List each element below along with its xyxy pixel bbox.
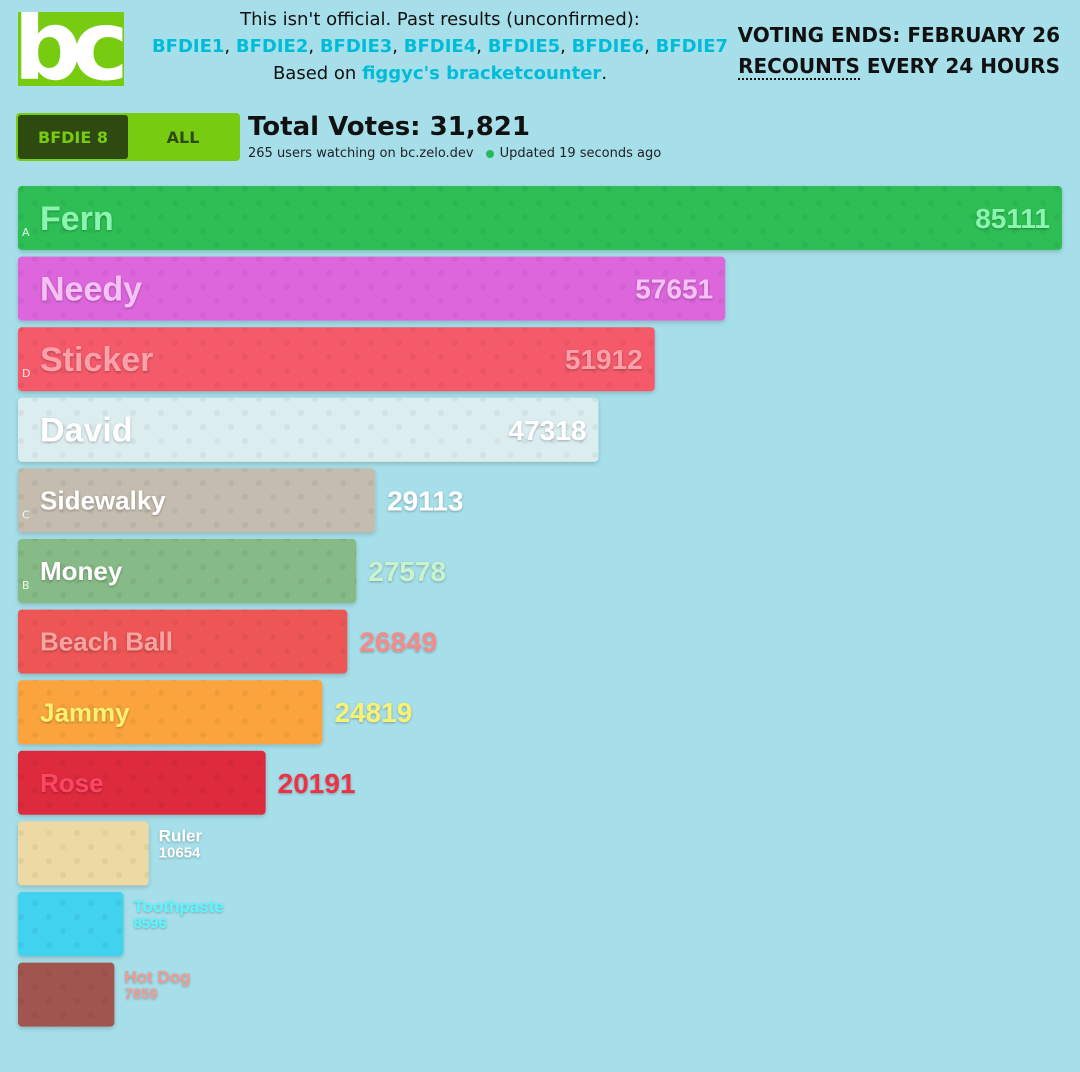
bar-label: Fern	[40, 200, 114, 238]
logo-text: bc	[18, 12, 124, 86]
bar-letter: B	[22, 579, 30, 592]
past-results-links: BFDIE1, BFDIE2, BFDIE3, BFDIE4, BFDIE5, …	[140, 35, 740, 58]
total-votes: Total Votes: 31,821	[248, 112, 530, 142]
past-result-link-bfdie2[interactable]: BFDIE2	[235, 36, 309, 57]
header-info: This isn't official. Past results (uncon…	[140, 8, 740, 85]
bar-label: Toothpaste	[133, 897, 223, 916]
separator: ,	[392, 36, 404, 57]
bar-group: Beach Ball 26849	[18, 609, 437, 674]
bar-pattern	[18, 680, 323, 745]
based-on-suffix: .	[601, 63, 608, 84]
toggle-bfdie8[interactable]: BFDIE 8	[18, 115, 128, 159]
bar-value-label: 8596	[133, 915, 166, 932]
bar-label: Sticker	[40, 341, 153, 379]
bar-pattern	[18, 397, 599, 462]
bar-value-label: 20191	[278, 768, 356, 799]
bar-value-label: 7859	[124, 986, 157, 1003]
bar-group: D Sticker 51912	[18, 327, 655, 392]
bar-value-label: 85111	[975, 203, 1050, 234]
separator: ,	[308, 36, 320, 57]
bar-pattern	[18, 327, 655, 392]
season-toggle: BFDIE 8 ALL	[16, 113, 240, 161]
disclaimer-text: This isn't official. Past results (uncon…	[240, 9, 640, 30]
bar-value-label: 47318	[509, 415, 587, 446]
bar-pattern	[18, 609, 348, 674]
bar-group: C Sidewalky 29113	[18, 468, 463, 533]
bar-group: David 47318	[18, 397, 599, 462]
bar-label: Jammy	[40, 697, 130, 727]
bar-letter: D	[22, 367, 30, 380]
based-on-prefix: Based on	[272, 63, 363, 84]
past-result-link-bfdie1[interactable]: BFDIE1	[151, 36, 225, 57]
voting-info: VOTING ENDS: FEBRUARY 26 RECOUNTS EVERY …	[738, 20, 1060, 82]
bar-group: Needy 57651	[18, 256, 726, 321]
bar-label: David	[40, 412, 133, 450]
bar-label: Needy	[40, 271, 142, 309]
bc-logo[interactable]: bc	[18, 12, 124, 86]
bar-pattern	[18, 256, 726, 321]
bar-value-label: 10654	[159, 844, 201, 861]
bar-value-label: 57651	[635, 274, 713, 305]
bar-pattern	[18, 892, 124, 956]
bar-group: B Money 27578	[18, 539, 446, 603]
bar-label: Hot Dog	[124, 968, 190, 987]
live-dot-icon	[485, 149, 494, 158]
bar-value-label: 51912	[565, 344, 643, 375]
status-line: 265 users watching on bc.zelo.dev Update…	[248, 146, 661, 161]
separator: ,	[644, 36, 656, 57]
based-on-line: Based on figgyc's bracketcounter.	[140, 62, 740, 85]
past-result-link-bfdie3[interactable]: BFDIE3	[319, 36, 393, 57]
bar-pattern	[18, 468, 376, 533]
separator: ,	[560, 36, 572, 57]
past-result-link-bfdie6[interactable]: BFDIE6	[571, 36, 645, 57]
bar-pattern	[18, 962, 115, 1027]
bar-pattern	[18, 186, 1062, 250]
bar-group: Jammy 24819	[18, 680, 412, 745]
past-result-link-bfdie4[interactable]: BFDIE4	[403, 36, 477, 57]
bar-letter: A	[22, 226, 30, 239]
bar-value-label: 24819	[334, 697, 412, 728]
bar-group: A Fern 85111	[18, 186, 1062, 250]
recounts-link[interactable]: RECOUNTS	[738, 54, 860, 80]
bar-pattern	[18, 750, 266, 815]
bar-pattern	[18, 821, 149, 886]
bar-pattern	[18, 539, 357, 603]
bar-value-label: 27578	[368, 556, 446, 587]
bracketcounter-link[interactable]: figgyc's bracketcounter	[362, 63, 602, 84]
recounts-line: RECOUNTS EVERY 24 HOURS	[738, 51, 1060, 82]
separator: ,	[476, 36, 488, 57]
bar-label: Beach Ball	[40, 627, 173, 657]
updated-time: Updated 19 seconds ago	[499, 146, 662, 161]
bar-label: Money	[40, 556, 123, 586]
past-result-link-bfdie5[interactable]: BFDIE5	[487, 36, 561, 57]
toggle-all[interactable]: ALL	[166, 127, 200, 147]
bar-letter: C	[22, 508, 30, 521]
totals-panel: Total Votes: 31,821 265 users watching o…	[248, 112, 661, 161]
bar-group: Rose 20191	[18, 750, 356, 815]
bar-label: Rose	[40, 768, 104, 798]
bar-value-label: 29113	[387, 485, 463, 516]
separator: ,	[224, 36, 236, 57]
bar-value-label: 26849	[359, 627, 437, 658]
bar-label: Sidewalky	[40, 486, 166, 516]
watching-count: 265 users watching on bc.zelo.dev	[248, 146, 474, 161]
bar-label: Ruler	[159, 826, 203, 845]
voting-ends-text: VOTING ENDS: FEBRUARY 26	[737, 23, 1060, 47]
past-result-link-bfdie7[interactable]: BFDIE7	[655, 36, 729, 57]
recounts-rest: EVERY 24 HOURS	[859, 54, 1060, 78]
